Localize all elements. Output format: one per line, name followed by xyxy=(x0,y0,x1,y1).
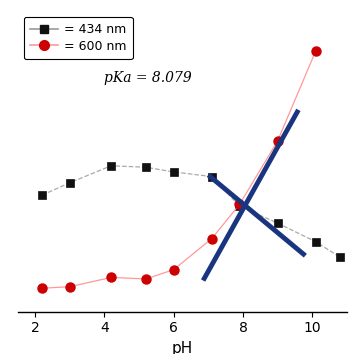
Text: pKa = 8.079: pKa = 8.079 xyxy=(104,71,192,85)
Legend: = 434 nm, = 600 nm: = 434 nm, = 600 nm xyxy=(24,17,133,59)
X-axis label: pH: pH xyxy=(172,341,193,354)
